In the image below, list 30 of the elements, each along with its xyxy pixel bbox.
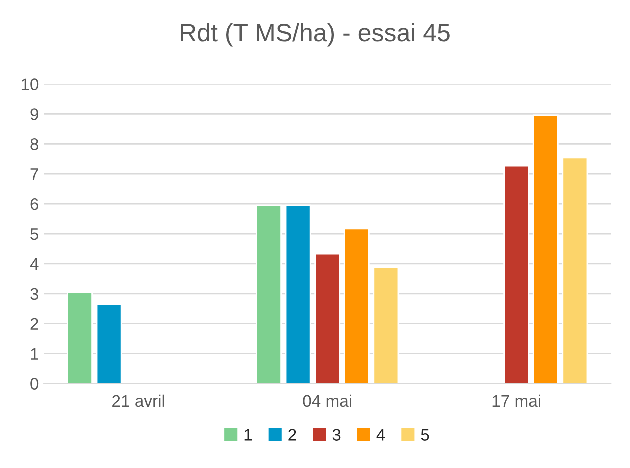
bar [562,157,588,384]
chart-title: Rdt (T MS/ha) - essai 45 [181,23,450,47]
bar [314,253,341,384]
legend-label: 5 [421,429,430,441]
bar [67,292,93,384]
x-tick-label: 04 mai [303,394,352,408]
y-tick-label: 5 [30,228,39,240]
y-tick-label: 0 [30,378,39,390]
legend-label: 3 [332,429,341,441]
legend-label: 4 [376,429,386,441]
y-tick-label: 8 [30,138,39,150]
y-tick-label: 3 [30,288,39,300]
bar [532,114,559,384]
y-tick-label: 2 [30,318,38,330]
bar [344,228,370,384]
y-tick-label: 6 [30,198,39,210]
bar [285,204,312,384]
bar [373,267,400,384]
x-tick-label: 21 avril [112,394,164,408]
y-tick-label: 10 [22,78,39,90]
x-tick-label: 17 mai [492,394,540,408]
y-tick-label: 4 [30,258,39,270]
bar [96,304,122,384]
y-tick-label: 7 [30,168,38,180]
legend-label: 1 [244,429,252,441]
bar [256,204,282,384]
bar [504,165,530,384]
legend-label: 2 [288,429,296,441]
y-tick-label: 1 [31,348,38,360]
y-tick-label: 9 [30,108,38,120]
